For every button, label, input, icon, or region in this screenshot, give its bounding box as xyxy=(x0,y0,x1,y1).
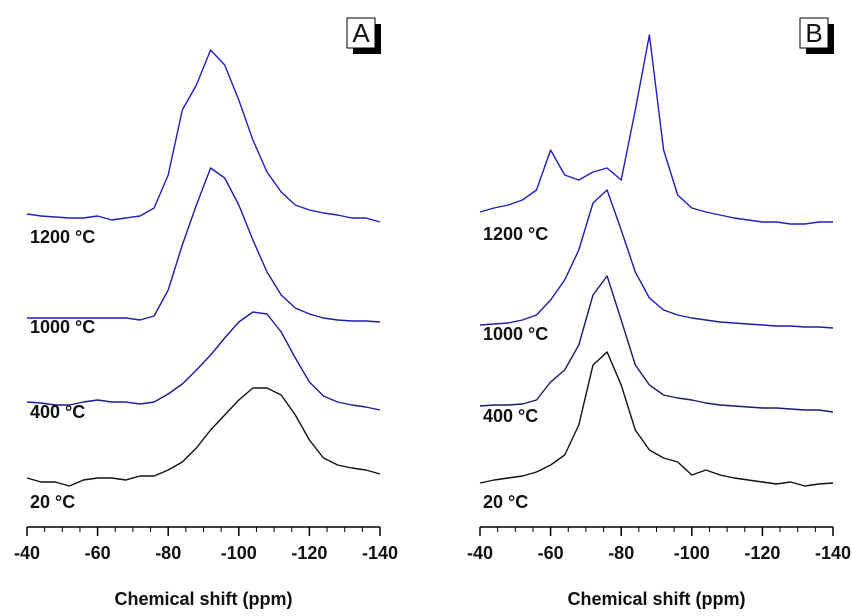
spectrum-line xyxy=(26,387,381,487)
series-label: 1200 °C xyxy=(30,227,95,247)
spectrum-line xyxy=(479,34,833,225)
x-tick-label: -40 xyxy=(14,543,40,563)
x-axis-label: Chemical shift (ppm) xyxy=(114,589,292,609)
x-tick-label: -140 xyxy=(362,543,398,563)
x-tick-label: -80 xyxy=(608,543,634,563)
spectrum-line xyxy=(26,311,381,411)
spectrum-line xyxy=(479,189,834,329)
panel-label-box xyxy=(799,17,829,49)
x-tick-label: -100 xyxy=(221,543,257,563)
series-label: 1000 °C xyxy=(483,324,548,344)
panel-label: A xyxy=(352,18,370,48)
series-label: 400 °C xyxy=(30,402,85,422)
panel-label: B xyxy=(805,18,822,48)
series-label: 20 °C xyxy=(30,492,75,512)
spectrum-line xyxy=(27,167,381,323)
x-axis-label: Chemical shift (ppm) xyxy=(567,589,745,609)
x-tick-label: -40 xyxy=(467,543,493,563)
x-tick-label: -140 xyxy=(815,543,851,563)
x-tick-label: -120 xyxy=(744,543,780,563)
x-tick-label: -120 xyxy=(291,543,327,563)
series-label: 20 °C xyxy=(483,492,528,512)
x-tick-label: -100 xyxy=(674,543,710,563)
series-label: 1000 °C xyxy=(30,317,95,337)
x-tick-label: -80 xyxy=(155,543,181,563)
spectrum-line xyxy=(479,351,834,487)
x-tick-label: -60 xyxy=(85,543,111,563)
series-label: 1200 °C xyxy=(483,224,548,244)
spectrum-line xyxy=(26,49,381,223)
series-label: 400 °C xyxy=(483,406,538,426)
x-tick-label: -60 xyxy=(538,543,564,563)
panel-label-box xyxy=(346,17,376,49)
spectrum-line xyxy=(479,275,834,413)
